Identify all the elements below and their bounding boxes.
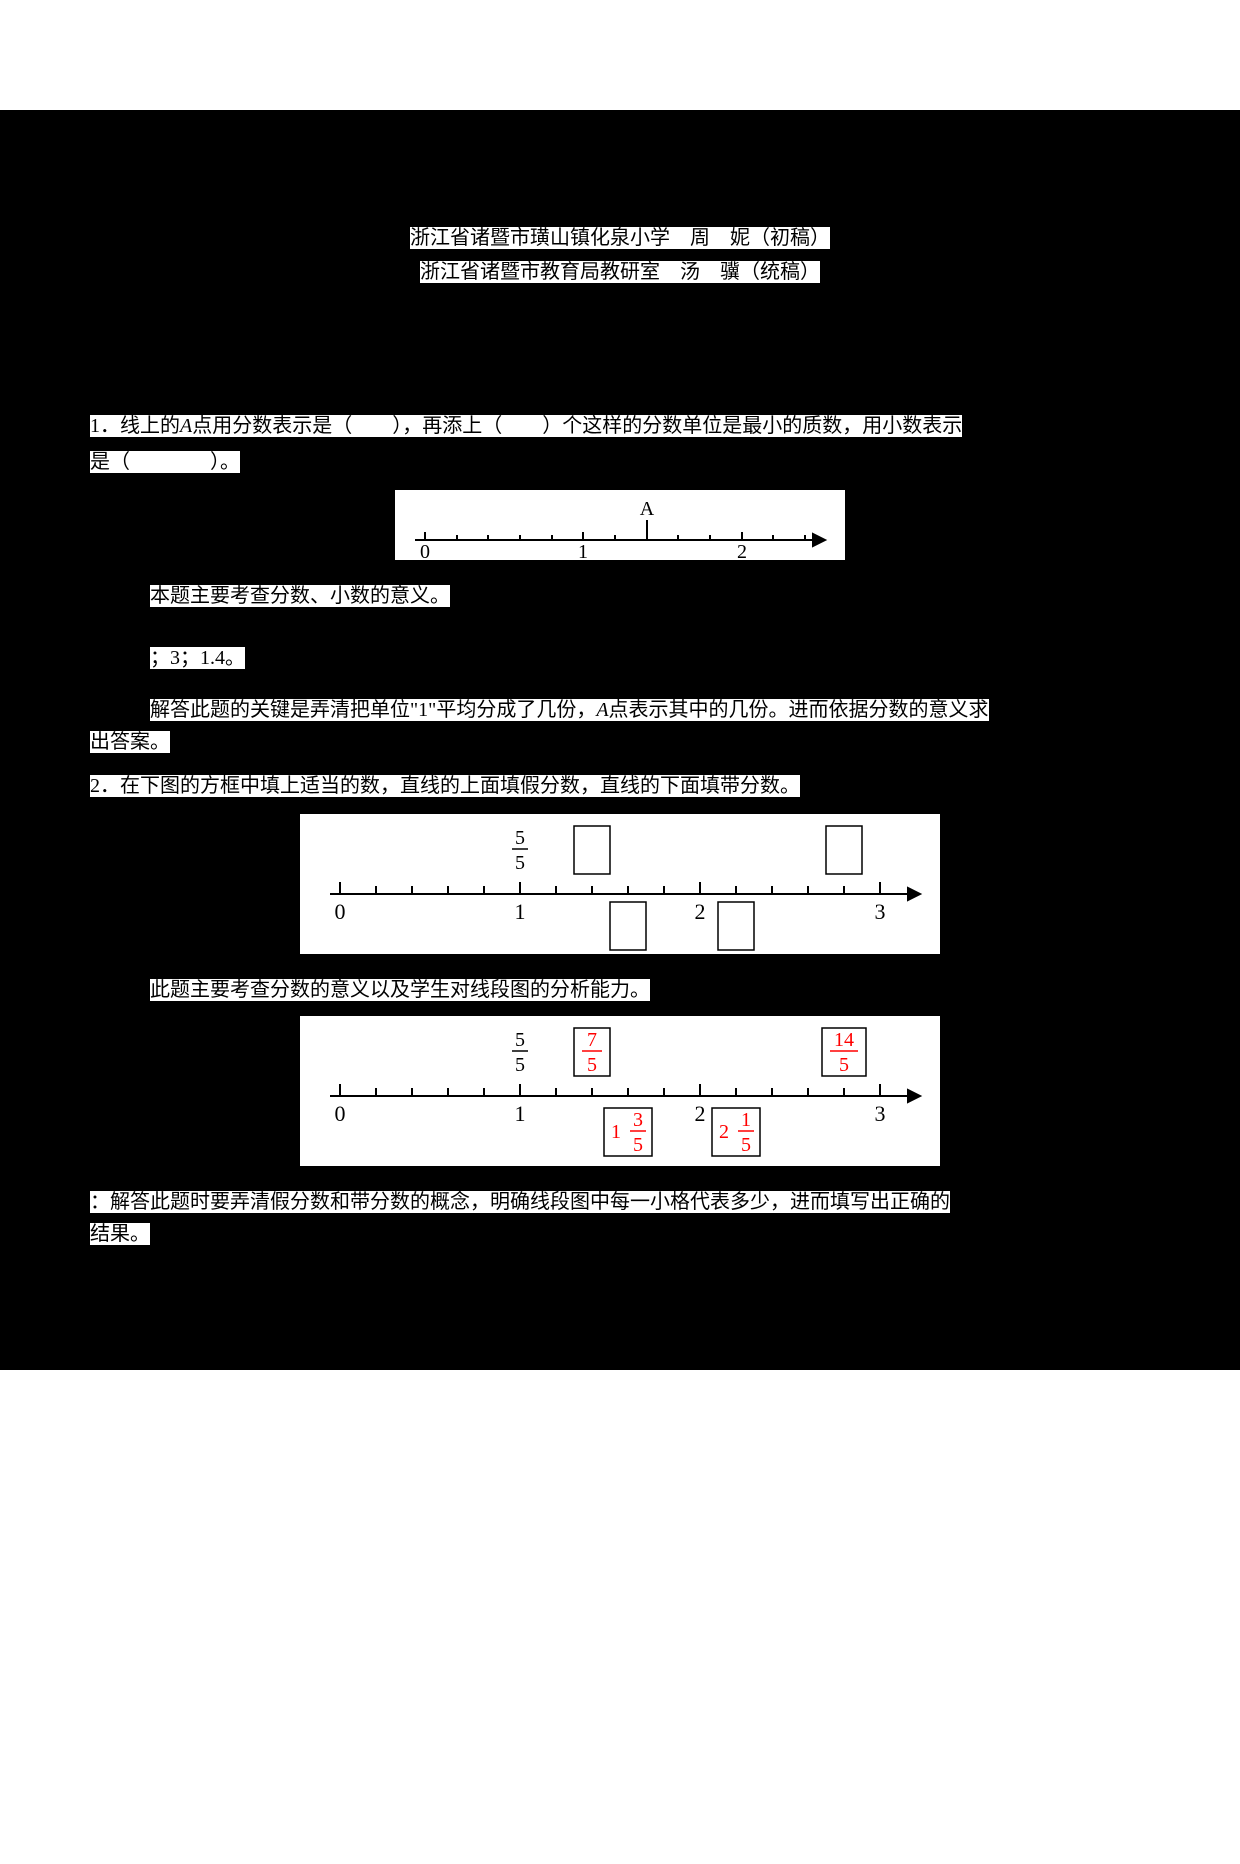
- q2-note1: ：解答此题时要弄清假分数和带分数的概念，明确线段图中每一小格代表多少，进而填写出…: [90, 1191, 950, 1213]
- svg-text:5: 5: [515, 1029, 525, 1051]
- svg-text:5: 5: [633, 1134, 643, 1156]
- author-block: 浙江省诸暨市璜山镇化泉小学 周 妮（初稿） 浙江省诸暨市教育局教研室 汤 骥（统…: [90, 222, 1150, 288]
- svg-text:0: 0: [335, 1101, 346, 1126]
- svg-text:5: 5: [587, 1054, 597, 1076]
- q1-note3: 出答案。: [90, 731, 170, 753]
- svg-text:2: 2: [737, 541, 747, 560]
- question-2: 2．在下图的方框中填上适当的数，直线的上面填假分数，直线的下面填带分数。: [90, 768, 1150, 1250]
- q1-analysis-text: 本题主要考查分数、小数的意义。: [150, 585, 450, 607]
- svg-text:5: 5: [515, 852, 525, 874]
- gap: [90, 674, 1150, 694]
- svg-text:1: 1: [741, 1109, 751, 1131]
- svg-text:1: 1: [515, 1101, 526, 1126]
- author-2-text: 浙江省诸暨市教育局教研室 汤 骥（统稿）: [420, 261, 820, 283]
- svg-text:2: 2: [719, 1121, 729, 1143]
- svg-text:3: 3: [875, 1101, 886, 1126]
- q2-note: ：解答此题时要弄清假分数和带分数的概念，明确线段图中每一小格代表多少，进而填写出…: [90, 1186, 1150, 1218]
- svg-text:5: 5: [515, 827, 525, 849]
- gap: [90, 612, 1150, 642]
- document-page: 浙江省诸暨市璜山镇化泉小学 周 妮（初稿） 浙江省诸暨市教育局教研室 汤 骥（统…: [0, 110, 1240, 1370]
- author-line-1: 浙江省诸暨市璜山镇化泉小学 周 妮（初稿）: [90, 222, 1150, 254]
- svg-text:1: 1: [578, 541, 588, 560]
- q1-number-line: 0 1 2 A: [90, 490, 1150, 570]
- q1-prefix: 1．线上的: [90, 415, 180, 437]
- svg-text:7: 7: [587, 1029, 597, 1051]
- q1-analysis: 本题主要考查分数、小数的意义。: [150, 580, 1150, 612]
- svg-text:0: 0: [335, 899, 346, 924]
- q1-text: 1．线上的A点用分数表示是（ ），再添上（ ）个这样的分数单位是最小的质数，用小…: [90, 408, 1150, 444]
- svg-text:2: 2: [695, 899, 706, 924]
- svg-text:5: 5: [839, 1054, 849, 1076]
- svg-text:A: A: [640, 498, 655, 520]
- q2-text: 2．在下图的方框中填上适当的数，直线的上面填假分数，直线的下面填带分数。: [90, 768, 1150, 804]
- svg-text:2: 2: [695, 1101, 706, 1126]
- q2-note-line2: 结果。: [90, 1218, 1150, 1250]
- spacer: [90, 368, 1150, 408]
- q2-analysis: 此题主要考查分数的意义以及学生对线段图的分析能力。: [150, 974, 1150, 1006]
- q1-line2: 是（ ）。: [90, 444, 1150, 480]
- author-line-2: 浙江省诸暨市教育局教研室 汤 骥（统稿）: [90, 256, 1150, 288]
- svg-text:5: 5: [741, 1134, 751, 1156]
- q1-note2: 点表示其中的几份。进而依据分数的意义求: [609, 699, 989, 721]
- q1-answer: ；3；1.4。: [150, 642, 1150, 674]
- q1-line2-text: 是（ ）。: [90, 451, 240, 473]
- q2-number-line-answer: 0 1 2 3 5 5 7 5: [90, 1016, 1150, 1176]
- q2-note2: 结果。: [90, 1223, 150, 1245]
- svg-text:1: 1: [611, 1121, 621, 1143]
- svg-text:14: 14: [834, 1029, 854, 1051]
- q2-text-span: 2．在下图的方框中填上适当的数，直线的上面填假分数，直线的下面填带分数。: [90, 775, 800, 797]
- svg-text:0: 0: [420, 541, 430, 560]
- author-1-text: 浙江省诸暨市璜山镇化泉小学 周 妮（初稿）: [410, 227, 830, 249]
- q1-note-line2: 出答案。: [90, 726, 1150, 758]
- svg-text:5: 5: [515, 1054, 525, 1076]
- question-1: 1．线上的A点用分数表示是（ ），再添上（ ）个这样的分数单位是最小的质数，用小…: [90, 408, 1150, 758]
- q1-note-line: 解答此题的关键是弄清把单位"1"平均分成了几份，A点表示其中的几份。进而依据分数…: [150, 694, 1150, 726]
- svg-text:3: 3: [875, 899, 886, 924]
- q2-number-line-blank: 0 1 2 3 5 5: [90, 814, 1150, 964]
- svg-text:3: 3: [633, 1109, 643, 1131]
- svg-text:1: 1: [515, 899, 526, 924]
- q1-note-a: A: [596, 699, 608, 721]
- q1-answer-text: ；3；1.4。: [150, 647, 245, 669]
- q2-analysis-text: 此题主要考查分数的意义以及学生对线段图的分析能力。: [150, 979, 650, 1001]
- q1-a: A: [180, 415, 192, 437]
- q1-mid: 点用分数表示是（ ），再添上（ ）个这样的分数单位是最小的质数，用小数表示: [192, 415, 962, 437]
- q1-note1: 解答此题的关键是弄清把单位"1"平均分成了几份，: [150, 699, 596, 721]
